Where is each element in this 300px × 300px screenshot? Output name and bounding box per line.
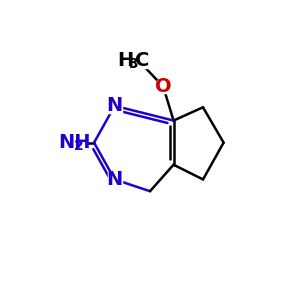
Text: C: C bbox=[135, 51, 149, 70]
Text: N: N bbox=[106, 96, 123, 115]
Bar bbox=[157, 80, 170, 93]
Text: O: O bbox=[155, 77, 172, 96]
Bar bbox=[108, 99, 122, 113]
Bar bbox=[47, 134, 85, 151]
Text: NH: NH bbox=[59, 133, 91, 152]
Text: 2: 2 bbox=[74, 140, 84, 154]
Bar bbox=[122, 52, 160, 68]
Text: 3: 3 bbox=[128, 57, 138, 71]
Text: N: N bbox=[106, 170, 123, 189]
Bar bbox=[108, 172, 122, 187]
Text: H: H bbox=[118, 51, 134, 70]
